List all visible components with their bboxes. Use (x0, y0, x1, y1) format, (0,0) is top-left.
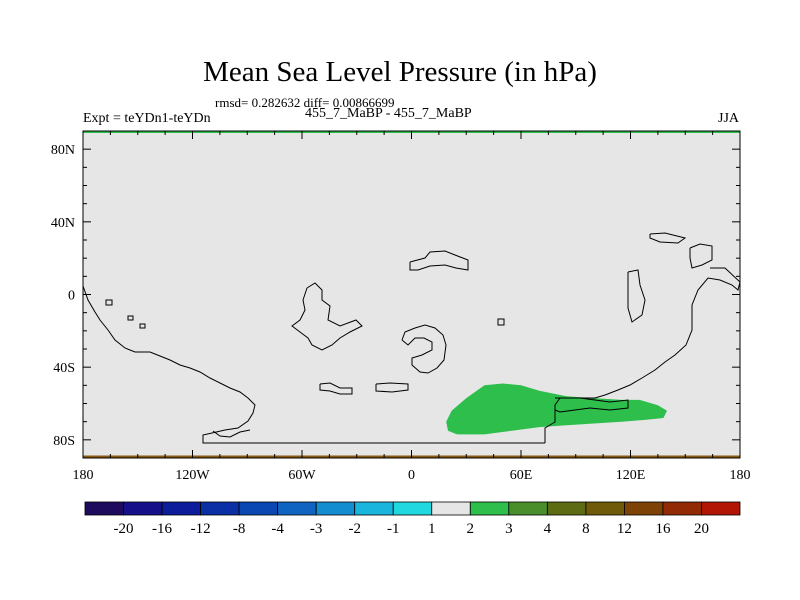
colorbar-swatch (84, 501, 124, 516)
colorbar-swatch (123, 501, 163, 516)
coastline (409, 250, 469, 271)
x-tick-label: 120E (616, 468, 646, 483)
colorbar-label: 12 (617, 521, 632, 537)
colorbar-swatch (508, 501, 548, 516)
x-tick-label: 180 (730, 468, 751, 483)
x-tick-label: 60W (288, 468, 316, 483)
coastline (649, 232, 687, 244)
y-tick-label: 0 (68, 289, 75, 304)
colorbar-label: -4 (271, 521, 284, 537)
y-tick-label: 80S (53, 434, 75, 449)
colorbar-label: -16 (152, 521, 172, 537)
colorbar-label: -2 (348, 521, 361, 537)
colorbar-label: -8 (233, 521, 246, 537)
coastline (375, 382, 409, 393)
chart-title: Mean Sea Level Pressure (in hPa) (203, 56, 597, 88)
colorbar-label: 3 (505, 521, 513, 537)
colorbar-swatch (431, 501, 471, 516)
coastline (497, 318, 505, 326)
coastline (689, 243, 713, 269)
coastline (544, 267, 741, 443)
colorbar-swatch (585, 501, 625, 516)
colorbar-label: -12 (191, 521, 211, 537)
colorbar-label: 8 (582, 521, 590, 537)
coastlines (82, 232, 741, 444)
colorbar-swatch (238, 501, 279, 516)
colorbar-swatch (546, 501, 587, 516)
coastline (105, 299, 113, 306)
colorbar-swatch (161, 501, 201, 516)
coastline (139, 323, 146, 329)
colorbar-label: 2 (467, 521, 475, 537)
colorbar-swatch (277, 501, 317, 516)
colorbar-label: 20 (694, 521, 709, 537)
stats-label: rmsd= 0.282632 diff= 0.00866699 (215, 95, 395, 110)
comparison-label: 455_7_MaBP - 455_7_MaBP (305, 106, 472, 121)
colorbar-swatch (354, 501, 394, 516)
colorbar-label: -1 (387, 521, 400, 537)
coastline (554, 397, 629, 413)
coastline (212, 429, 251, 438)
season-label: JJA (718, 111, 740, 126)
y-tick-label: 40S (53, 361, 75, 376)
coastline (627, 269, 646, 323)
colorbar-swatch (315, 501, 356, 516)
colorbar-swatch (200, 501, 240, 516)
x-tick-label: 120W (175, 468, 210, 483)
colorbar-label: -20 (114, 521, 134, 537)
x-tick-label: 0 (408, 468, 415, 483)
y-tick-label: 40N (51, 216, 75, 231)
colorbar-label: 16 (655, 521, 671, 537)
colorbar-swatch (392, 501, 433, 516)
coastline (291, 282, 363, 351)
colorbar-swatch (469, 501, 510, 516)
coastline (401, 324, 447, 374)
coastline (319, 382, 353, 395)
colorbar-label: 4 (544, 521, 552, 537)
anomaly-region (446, 383, 667, 435)
y-tick-label: 80N (51, 143, 75, 158)
coastline (82, 285, 545, 444)
x-tick-label: 60E (510, 468, 533, 483)
x-tick-label: 180 (73, 468, 94, 483)
colorbar-swatch (701, 501, 741, 516)
coastline (127, 315, 134, 321)
colorbar-label: 1 (428, 521, 436, 537)
colorbar-swatch (624, 501, 664, 516)
experiment-label: Expt = teYDn1-teYDn (83, 111, 211, 126)
colorbar-swatch (662, 501, 702, 516)
colorbar-label: -3 (310, 521, 323, 537)
